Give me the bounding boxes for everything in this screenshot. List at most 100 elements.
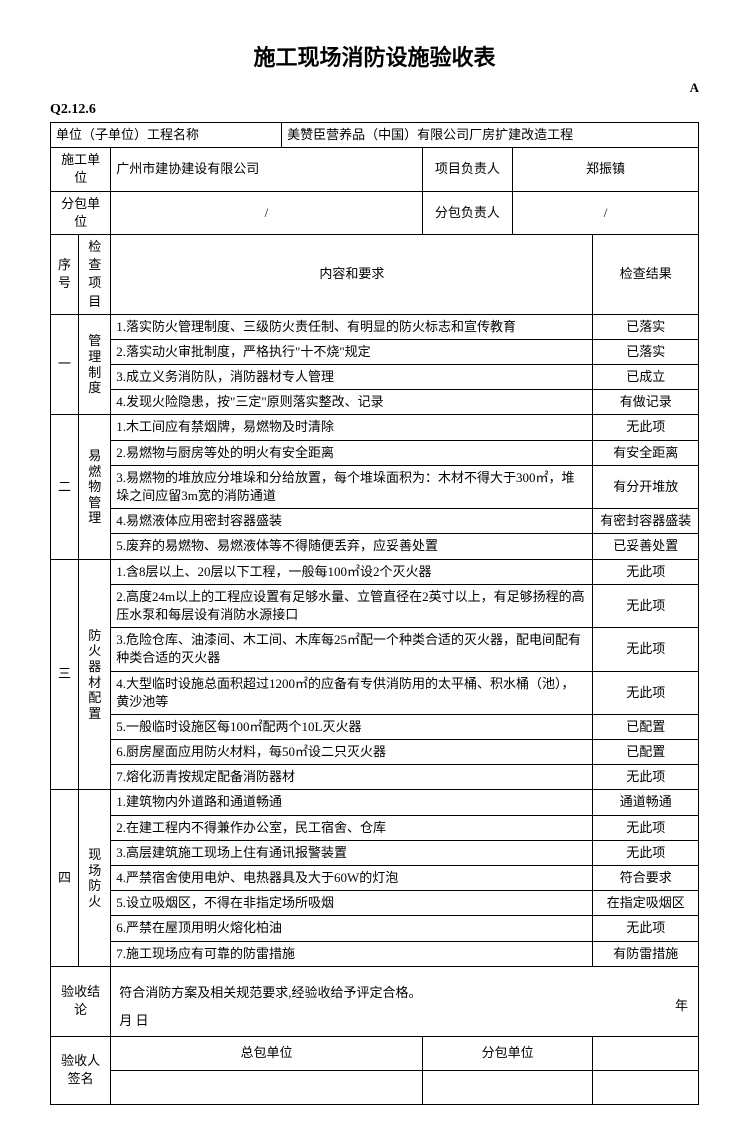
content-cell: 3.高层建筑施工现场上住有通讯报警装置 bbox=[111, 840, 593, 865]
top-marker: A bbox=[50, 80, 699, 96]
content-cell: 3.易燃物的堆放应分堆垛和分给放置，每个堆垛面积为：木材不得大于300㎡，堆垛之… bbox=[111, 465, 593, 508]
result-cell: 已落实 bbox=[593, 339, 699, 364]
table-row bbox=[51, 1070, 699, 1104]
table-row: 3.易燃物的堆放应分堆垛和分给放置，每个堆垛面积为：木材不得大于300㎡，堆垛之… bbox=[51, 465, 699, 508]
content-cell: 4.易燃液体应用密封容器盛装 bbox=[111, 509, 593, 534]
col-result: 检查结果 bbox=[593, 234, 699, 314]
section-seq: 一 bbox=[51, 314, 79, 415]
signature-blank bbox=[593, 1036, 699, 1070]
result-cell: 有安全距离 bbox=[593, 440, 699, 465]
content-cell: 6.厨房屋面应用防火材料，每50㎡设二只灭火器 bbox=[111, 740, 593, 765]
content-cell: 6.严禁在屋顶用明火熔化柏油 bbox=[111, 916, 593, 941]
contractor-value: 广州市建协建设有限公司 bbox=[111, 148, 422, 191]
col-seq: 序号 bbox=[51, 234, 79, 314]
table-row: 2.落实动火审批制度，严格执行"十不烧"规定已落实 bbox=[51, 339, 699, 364]
content-cell: 2.在建工程内不得兼作办公室，民工宿舍、仓库 bbox=[111, 815, 593, 840]
table-row: 7.熔化沥青按规定配备消防器材无此项 bbox=[51, 765, 699, 790]
result-cell: 已配置 bbox=[593, 714, 699, 739]
signature-label: 验收人签名 bbox=[51, 1036, 111, 1104]
content-cell: 2.落实动火审批制度，严格执行"十不烧"规定 bbox=[111, 339, 593, 364]
page-title: 施工现场消防设施验收表 bbox=[50, 40, 699, 72]
table-row: 4.易燃液体应用密封容器盛装有密封容器盛装 bbox=[51, 509, 699, 534]
signature-general-value bbox=[111, 1070, 422, 1104]
table-row: 四现场防火1.建筑物内外道路和通道畅通通道畅通 bbox=[51, 790, 699, 815]
result-cell: 无此项 bbox=[593, 815, 699, 840]
table-row: 3.危险仓库、油漆间、木工间、木库每25㎡配一个种类合适的灭火器，配电间配有种类… bbox=[51, 628, 699, 671]
conclusion-label: 验收结论 bbox=[51, 966, 111, 1036]
content-cell: 5.设立吸烟区，不得在非指定场所吸烟 bbox=[111, 891, 593, 916]
table-row: 2.易燃物与厨房等处的明火有安全距离有安全距离 bbox=[51, 440, 699, 465]
table-row: 6.严禁在屋顶用明火熔化柏油无此项 bbox=[51, 916, 699, 941]
signature-sub-value bbox=[422, 1070, 593, 1104]
table-row: 4.发现火险隐患，按"三定"原则落实整改、记录有做记录 bbox=[51, 390, 699, 415]
table-row: 3.高层建筑施工现场上住有通讯报警装置无此项 bbox=[51, 840, 699, 865]
signature-general: 总包单位 bbox=[111, 1036, 422, 1070]
result-cell: 有分开堆放 bbox=[593, 465, 699, 508]
form-code: Q2.12.6 bbox=[50, 102, 699, 118]
result-cell: 无此项 bbox=[593, 584, 699, 627]
table-row: 2.高度24m以上的工程应设置有足够水量、立管直径在2英寸以上，有足够扬程的高压… bbox=[51, 584, 699, 627]
content-cell: 2.易燃物与厨房等处的明火有安全距离 bbox=[111, 440, 593, 465]
content-cell: 1.建筑物内外道路和通道畅通 bbox=[111, 790, 593, 815]
content-cell: 1.落实防火管理制度、三级防火责任制、有明显的防火标志和宣传教育 bbox=[111, 314, 593, 339]
table-row: 5.一般临时设施区每100㎡配两个10L灭火器已配置 bbox=[51, 714, 699, 739]
result-cell: 无此项 bbox=[593, 415, 699, 440]
result-cell: 已妥善处置 bbox=[593, 534, 699, 559]
result-cell: 有密封容器盛装 bbox=[593, 509, 699, 534]
conclusion-text: 符合消防方案及相关规范要求,经验收给予评定合格。 bbox=[119, 984, 690, 1002]
table-row: 4.大型临时设施总面积超过1200㎡的应备有专供消防用的太平桶、积水桶（池），黄… bbox=[51, 671, 699, 714]
result-cell: 符合要求 bbox=[593, 866, 699, 891]
table-row: 6.厨房屋面应用防火材料，每50㎡设二只灭火器已配置 bbox=[51, 740, 699, 765]
signature-blank2 bbox=[593, 1070, 699, 1104]
result-cell: 在指定吸烟区 bbox=[593, 891, 699, 916]
pm-label: 项目负责人 bbox=[422, 148, 512, 191]
table-row: 验收人签名 总包单位 分包单位 bbox=[51, 1036, 699, 1070]
conclusion-cell: 符合消防方案及相关规范要求,经验收给予评定合格。 年 月 日 bbox=[111, 966, 699, 1036]
result-cell: 有防雷措施 bbox=[593, 941, 699, 966]
section-name: 易燃物管理 bbox=[79, 415, 111, 559]
table-row: 一管理制度1.落实防火管理制度、三级防火责任制、有明显的防火标志和宣传教育已落实 bbox=[51, 314, 699, 339]
content-cell: 1.含8层以上、20层以下工程，一般每100㎡设2个灭火器 bbox=[111, 559, 593, 584]
content-cell: 1.木工间应有禁烟牌，易燃物及时清除 bbox=[111, 415, 593, 440]
unit-label: 单位（子单位）工程名称 bbox=[51, 123, 282, 148]
section-seq: 三 bbox=[51, 559, 79, 790]
table-row: 二易燃物管理1.木工间应有禁烟牌，易燃物及时清除无此项 bbox=[51, 415, 699, 440]
table-row: 5.设立吸烟区，不得在非指定场所吸烟在指定吸烟区 bbox=[51, 891, 699, 916]
pm-value: 郑振镇 bbox=[513, 148, 699, 191]
col-item: 检查项目 bbox=[79, 234, 111, 314]
contractor-label: 施工单位 bbox=[51, 148, 111, 191]
table-row: 施工单位 广州市建协建设有限公司 项目负责人 郑振镇 bbox=[51, 148, 699, 191]
content-cell: 4.严禁宿舍使用电炉、电热器具及大于60W的灯泡 bbox=[111, 866, 593, 891]
content-cell: 3.成立义务消防队，消防器材专人管理 bbox=[111, 365, 593, 390]
section-name: 管理制度 bbox=[79, 314, 111, 415]
result-cell: 无此项 bbox=[593, 628, 699, 671]
result-cell: 有做记录 bbox=[593, 390, 699, 415]
table-row: 序号 检查项目 内容和要求 检查结果 bbox=[51, 234, 699, 314]
conclusion-year: 年 bbox=[675, 997, 688, 1015]
content-cell: 3.危险仓库、油漆间、木工间、木库每25㎡配一个种类合适的灭火器，配电间配有种类… bbox=[111, 628, 593, 671]
table-row: 5.废弃的易燃物、易燃液体等不得随便丢弃，应妥善处置已妥善处置 bbox=[51, 534, 699, 559]
content-cell: 4.发现火险隐患，按"三定"原则落实整改、记录 bbox=[111, 390, 593, 415]
result-cell: 已配置 bbox=[593, 740, 699, 765]
sub-label: 分包单位 bbox=[51, 191, 111, 234]
content-cell: 5.废弃的易燃物、易燃液体等不得随便丢弃，应妥善处置 bbox=[111, 534, 593, 559]
section-seq: 二 bbox=[51, 415, 79, 559]
result-cell: 无此项 bbox=[593, 840, 699, 865]
acceptance-table: 单位（子单位）工程名称 美赞臣营养品（中国）有限公司厂房扩建改造工程 施工单位 … bbox=[50, 122, 699, 1105]
table-row: 分包单位 / 分包负责人 / bbox=[51, 191, 699, 234]
result-cell: 通道畅通 bbox=[593, 790, 699, 815]
conclusion-month-day: 月 日 bbox=[119, 1012, 148, 1030]
content-cell: 2.高度24m以上的工程应设置有足够水量、立管直径在2英寸以上，有足够扬程的高压… bbox=[111, 584, 593, 627]
table-row: 3.成立义务消防队，消防器材专人管理已成立 bbox=[51, 365, 699, 390]
col-content: 内容和要求 bbox=[111, 234, 593, 314]
section-seq: 四 bbox=[51, 790, 79, 966]
sub-value: / bbox=[111, 191, 422, 234]
result-cell: 已成立 bbox=[593, 365, 699, 390]
subpm-value: / bbox=[513, 191, 699, 234]
table-row: 三防火器材配置1.含8层以上、20层以下工程，一般每100㎡设2个灭火器无此项 bbox=[51, 559, 699, 584]
content-cell: 4.大型临时设施总面积超过1200㎡的应备有专供消防用的太平桶、积水桶（池），黄… bbox=[111, 671, 593, 714]
result-cell: 无此项 bbox=[593, 559, 699, 584]
result-cell: 无此项 bbox=[593, 916, 699, 941]
table-row: 单位（子单位）工程名称 美赞臣营养品（中国）有限公司厂房扩建改造工程 bbox=[51, 123, 699, 148]
signature-sub: 分包单位 bbox=[422, 1036, 593, 1070]
